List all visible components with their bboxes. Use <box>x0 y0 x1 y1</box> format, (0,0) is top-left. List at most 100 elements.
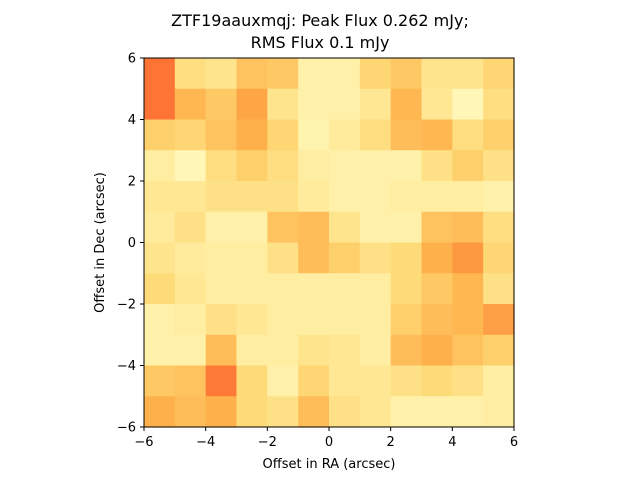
x-tick-label: 4 <box>448 435 456 450</box>
heatmap-cell <box>267 211 299 244</box>
heatmap-cell <box>359 150 392 182</box>
heatmap-cell <box>236 211 268 244</box>
heatmap-cell <box>483 88 515 121</box>
heatmap-cell <box>267 304 299 336</box>
heatmap-cell <box>390 304 423 336</box>
heatmap-cell <box>205 181 238 213</box>
heatmap-cell <box>359 396 392 428</box>
heatmap-cell <box>421 334 453 367</box>
heatmap-cell <box>329 58 361 90</box>
heatmap-cell <box>390 334 423 367</box>
heatmap-cell <box>144 334 176 367</box>
heatmap-cell <box>205 365 238 397</box>
heatmap-cell <box>483 304 515 336</box>
heatmap-cell <box>390 273 423 305</box>
heatmap-cell <box>144 396 176 428</box>
heatmap-cell <box>421 181 453 213</box>
heatmap-cell <box>390 396 423 428</box>
heatmap-cell <box>452 150 484 182</box>
heatmap-cell <box>236 119 268 151</box>
y-axis-label: Offset in Dec (arcsec) <box>93 172 108 313</box>
heatmap-cell <box>483 242 515 274</box>
x-tick-label: 0 <box>325 435 333 450</box>
heatmap-cell <box>483 396 515 428</box>
heatmap-cell <box>205 119 238 151</box>
x-tick-label: −2 <box>258 435 277 450</box>
heatmap-cell <box>298 334 330 367</box>
heatmap-cell <box>298 119 330 151</box>
heatmap-cell <box>236 334 268 367</box>
heatmap-cell <box>329 242 361 274</box>
heatmap-cell <box>359 273 392 305</box>
heatmap-cell <box>267 150 299 182</box>
heatmap-cell <box>298 88 330 121</box>
chart-title-line-1: ZTF19aauxmqj: Peak Flux 0.262 mJy; <box>171 11 469 30</box>
heatmap-cell <box>452 273 484 305</box>
heatmap-cell <box>174 273 207 305</box>
heatmap-cell <box>267 242 299 274</box>
heatmap-cell <box>298 273 330 305</box>
y-tick-label: −2 <box>117 298 136 313</box>
heatmap-cell <box>174 119 207 151</box>
heatmap-cell <box>236 181 268 213</box>
heatmap-cell <box>359 58 392 90</box>
heatmap-cell <box>298 150 330 182</box>
heatmap-cell <box>267 181 299 213</box>
heatmap-cell <box>421 242 453 274</box>
heatmap-cell <box>483 181 515 213</box>
heatmap-cell <box>205 304 238 336</box>
heatmap-cell <box>205 273 238 305</box>
heatmap-cell <box>359 88 392 121</box>
heatmap-cell <box>483 58 515 90</box>
heatmap-cell <box>205 242 238 274</box>
heatmap-cell <box>236 88 268 121</box>
heatmap-cell <box>359 119 392 151</box>
heatmap-cell <box>298 181 330 213</box>
heatmap-cell <box>144 119 176 151</box>
heatmap-cell <box>236 58 268 90</box>
heatmap-cell <box>205 211 238 244</box>
heatmap-cell <box>144 273 176 305</box>
heatmap-cell <box>359 211 392 244</box>
heatmap-cell <box>298 365 330 397</box>
heatmap-cell <box>421 365 453 397</box>
heatmap-cell <box>421 273 453 305</box>
heatmap-cell <box>329 88 361 121</box>
heatmap-cell <box>174 304 207 336</box>
heatmap-cell <box>329 273 361 305</box>
heatmap-cell <box>390 211 423 244</box>
heatmap-cell <box>329 211 361 244</box>
heatmap-cell <box>174 58 207 90</box>
heatmap-cell <box>298 58 330 90</box>
y-tick-label: 0 <box>128 236 136 251</box>
heatmap-cell <box>390 119 423 151</box>
y-tick-label: 4 <box>128 113 136 128</box>
heatmap-cell <box>359 334 392 367</box>
heatmap-cell <box>452 181 484 213</box>
heatmap-cell <box>329 304 361 336</box>
heatmap-cell <box>205 396 238 428</box>
y-tick-label: −6 <box>117 421 136 436</box>
heatmap-cell <box>421 119 453 151</box>
heatmap-cell <box>359 242 392 274</box>
heatmap-cell <box>329 119 361 151</box>
y-axis-ticks: −6 −4 −2 0 2 4 6 <box>117 52 144 436</box>
heatmap-cell <box>390 242 423 274</box>
x-tick-label: 6 <box>510 435 518 450</box>
x-tick-label: −6 <box>134 435 153 450</box>
heatmap-cell <box>144 365 176 397</box>
heatmap-cell <box>359 181 392 213</box>
heatmap-cell <box>329 181 361 213</box>
heatmap-cell <box>298 304 330 336</box>
heatmap-cell <box>483 334 515 367</box>
heatmap-cell <box>452 334 484 367</box>
heatmap-cell <box>483 273 515 305</box>
heatmap-cell <box>144 242 176 274</box>
heatmap-cell <box>298 211 330 244</box>
heatmap-cell <box>144 211 176 244</box>
heatmap-cell <box>236 242 268 274</box>
heatmap-cell <box>483 150 515 182</box>
heatmap-cell <box>267 273 299 305</box>
heatmap-cell <box>236 273 268 305</box>
y-tick-label: −4 <box>117 359 136 374</box>
